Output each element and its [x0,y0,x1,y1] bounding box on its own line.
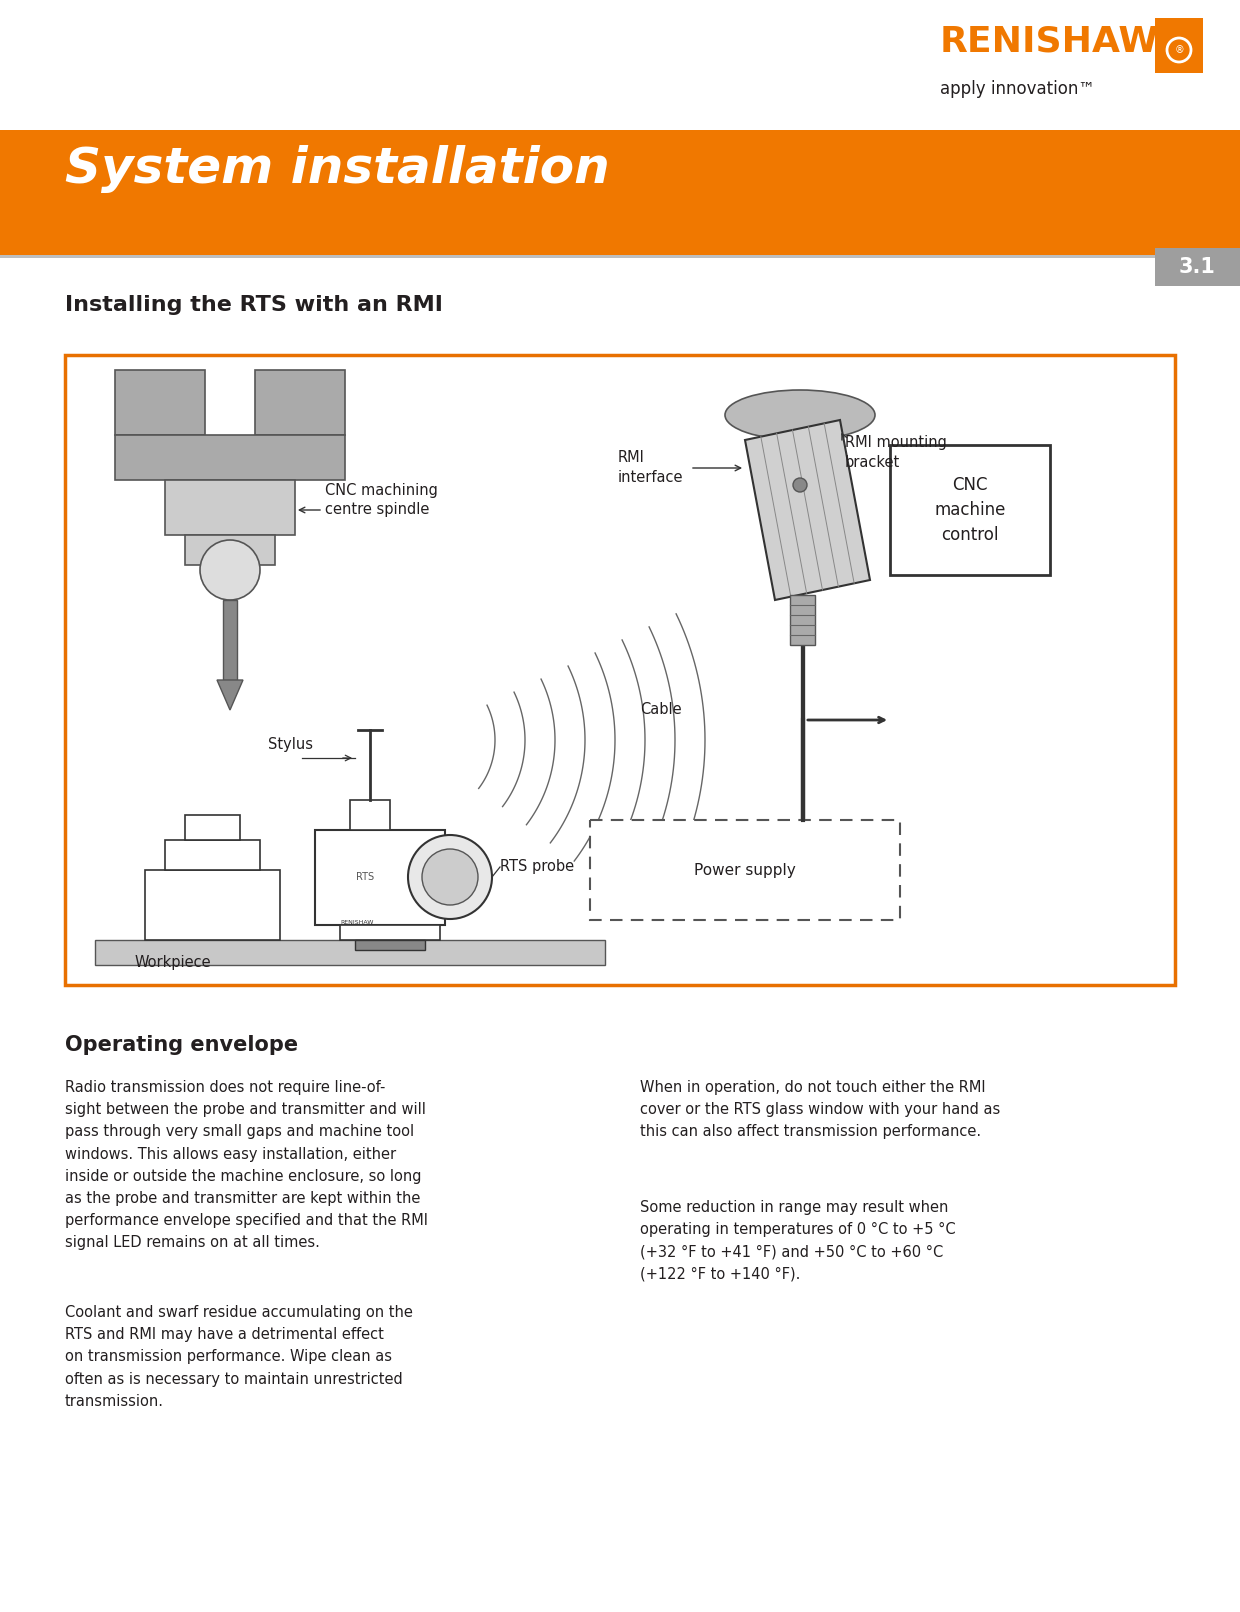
Bar [350,800,391,830]
Text: RMI mounting
bracket: RMI mounting bracket [844,435,947,469]
Bar [0,131,1240,255]
Bar [185,816,241,840]
Bar [255,371,345,435]
Bar [95,940,605,966]
Text: System installation: System installation [64,145,610,193]
Text: RENISHAW: RENISHAW [340,919,373,925]
Text: apply innovation™: apply innovation™ [940,81,1095,98]
Text: Stylus: Stylus [268,738,312,753]
Text: ®: ® [1174,45,1184,55]
Bar [223,600,237,680]
Text: Radio transmission does not require line-of-
sight between the probe and transmi: Radio transmission does not require line… [64,1080,428,1251]
Polygon shape [217,680,243,709]
Circle shape [408,835,492,919]
Text: Power supply: Power supply [694,862,796,877]
Text: 3.1: 3.1 [1178,256,1215,277]
Bar [165,840,260,870]
Bar [145,870,280,940]
Bar [355,940,425,949]
Text: Some reduction in range may result when
operating in temperatures of 0 °C to +5 : Some reduction in range may result when … [640,1199,956,1282]
Text: RENISHAW: RENISHAW [940,26,1159,60]
Text: When in operation, do not touch either the RMI
cover or the RTS glass window wit: When in operation, do not touch either t… [640,1080,1001,1140]
Bar [890,445,1050,575]
Bar [590,821,900,920]
Text: Cable: Cable [640,703,682,717]
Bar [0,255,1154,258]
Text: Installing the RTS with an RMI: Installing the RTS with an RMI [64,295,443,314]
Text: CNC
machine
control: CNC machine control [934,476,1006,543]
Text: RTS probe: RTS probe [500,859,574,874]
Bar [165,480,295,535]
Circle shape [200,540,260,600]
Bar [115,371,205,435]
Bar [64,355,1176,985]
Bar [115,435,345,480]
Bar [1154,248,1240,285]
Polygon shape [745,421,870,600]
Bar [1154,18,1203,73]
Text: CNC machining
centre spindle: CNC machining centre spindle [325,482,438,517]
Text: RTS: RTS [356,872,374,882]
Circle shape [794,479,807,492]
Ellipse shape [725,390,875,440]
Text: Coolant and swarf residue accumulating on the
RTS and RMI may have a detrimental: Coolant and swarf residue accumulating o… [64,1306,413,1409]
Bar [315,830,445,925]
Text: RMI
interface: RMI interface [618,450,683,485]
Bar [790,595,815,645]
Text: Workpiece: Workpiece [135,954,212,970]
Bar [340,925,440,940]
Circle shape [422,850,477,904]
Bar [185,535,275,564]
Text: Operating envelope: Operating envelope [64,1035,298,1054]
